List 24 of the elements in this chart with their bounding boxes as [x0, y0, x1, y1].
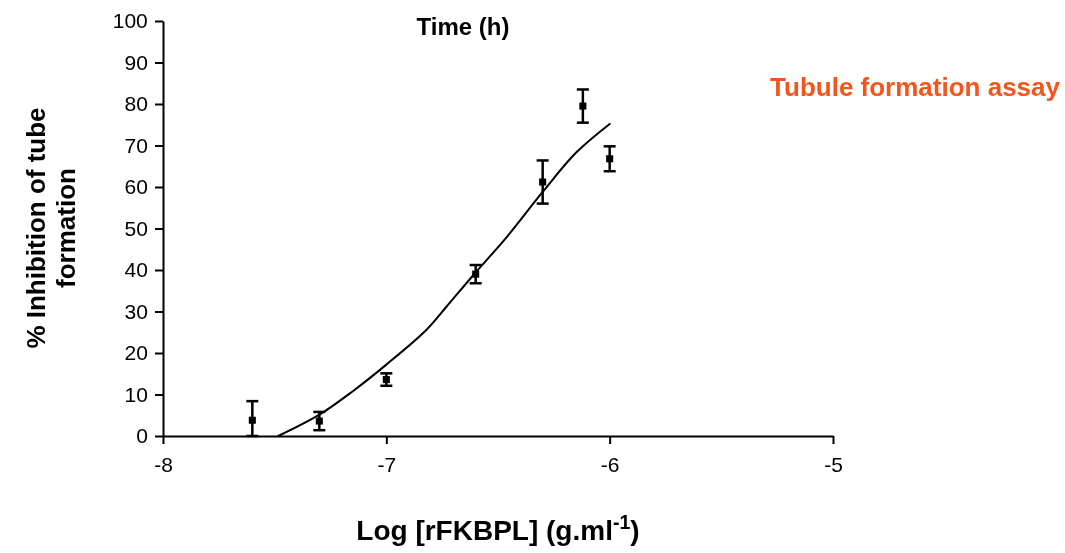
point	[539, 178, 547, 186]
point	[579, 102, 587, 110]
y-tick-label: 60	[124, 175, 148, 199]
y-tick-label: 0	[136, 424, 148, 448]
x-tick-label: -7	[377, 453, 397, 477]
x-tick-label: -8	[154, 453, 173, 477]
x-axis-title: Log [rFKBPL] (g.ml$^{-1}$)	[356, 511, 640, 546]
point	[248, 416, 256, 424]
y-tick-label: 80	[124, 92, 148, 116]
y-tick-label: 70	[124, 133, 148, 157]
annotation: Tubule formation assay	[770, 72, 1061, 102]
point	[315, 417, 323, 425]
y-tick-label: 40	[124, 258, 148, 282]
y-tick-label: 20	[124, 341, 148, 365]
y-axis-title: % Inhibition of tube formation	[21, 107, 81, 349]
y-tick-label: 50	[124, 216, 148, 240]
x-tick-label: -5	[824, 453, 843, 477]
y-tick-label: 10	[124, 382, 148, 406]
y-tick-label: 90	[124, 50, 148, 74]
x-tick-label: -6	[600, 453, 620, 477]
y-tick-label: 100	[112, 9, 148, 33]
point	[606, 155, 614, 163]
y-tick-label: 30	[124, 299, 148, 323]
chart-title: Time (h)	[416, 13, 510, 40]
